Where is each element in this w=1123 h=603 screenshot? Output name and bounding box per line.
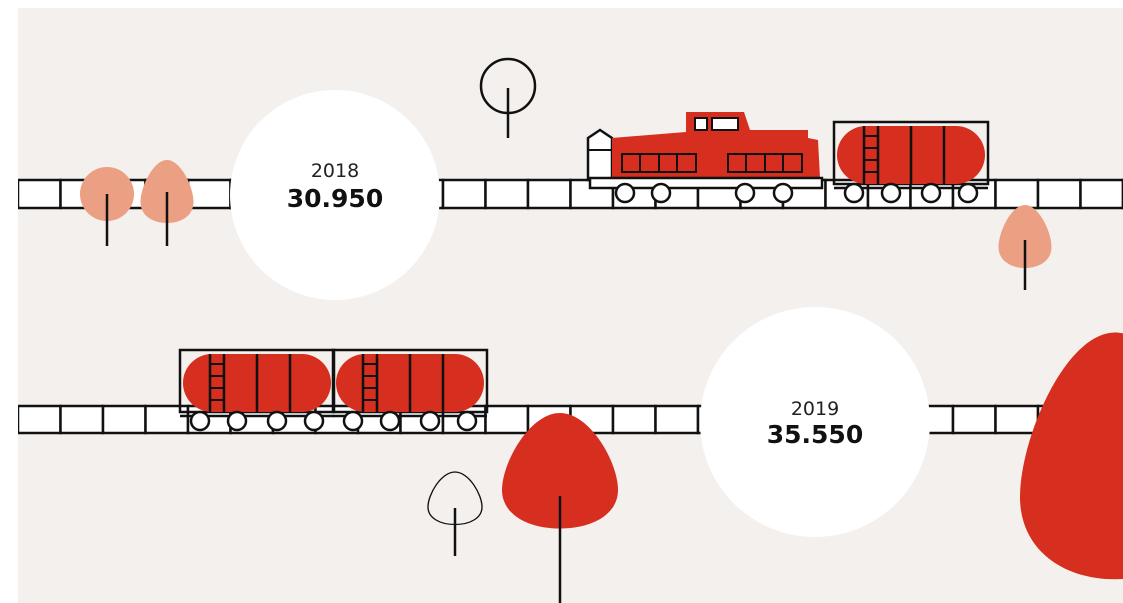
track-tie	[144, 404, 190, 435]
track-tie	[18, 404, 62, 435]
stat-value: 30.950	[287, 184, 383, 213]
track-tie	[611, 404, 657, 435]
track-tie	[526, 178, 572, 210]
track-tie	[18, 178, 62, 210]
track-tie	[186, 178, 232, 210]
track-tie	[441, 178, 487, 210]
track-tie	[101, 404, 147, 435]
track-tie	[484, 404, 530, 435]
track-tie	[59, 404, 105, 435]
stat-circle	[700, 307, 930, 537]
stat-circle	[230, 90, 440, 300]
year: 2019	[791, 398, 839, 420]
canvas: 2018 30.950 2019 35.550	[18, 8, 1123, 603]
track-tie	[951, 404, 997, 435]
stat-value: 35.550	[767, 420, 863, 449]
track-tie	[1036, 178, 1082, 210]
track-tie	[1079, 178, 1123, 210]
locomotive	[586, 112, 824, 204]
track-tie	[994, 404, 1040, 435]
track-tie	[654, 404, 700, 435]
track-tie	[994, 178, 1040, 210]
year: 2018	[311, 160, 359, 182]
track-tie	[484, 178, 530, 210]
